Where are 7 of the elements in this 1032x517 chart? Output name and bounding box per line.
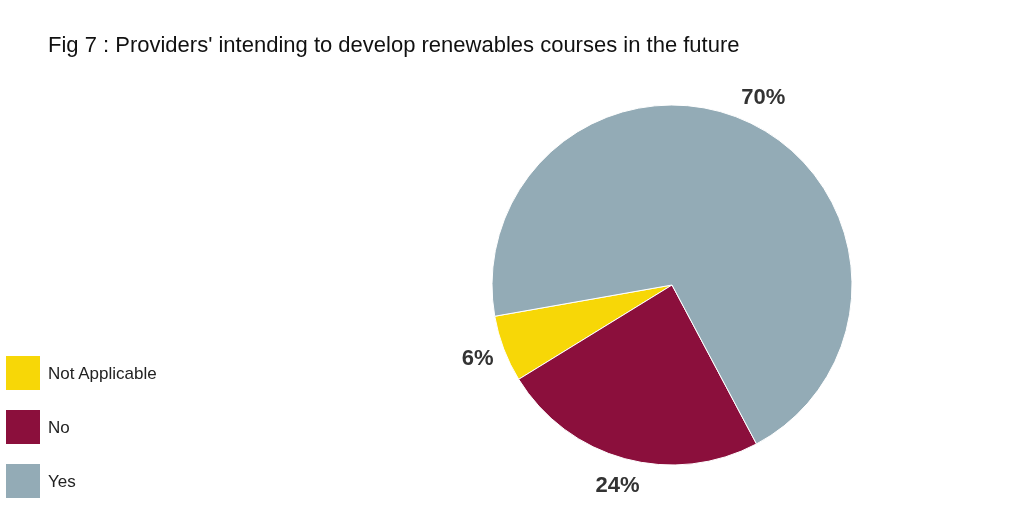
legend-label: Not Applicable [48,364,157,383]
data-label: 70% [741,83,786,109]
data-label: 6% [461,344,494,370]
chart-title: Fig 7 : Providers' intending to develop renewables courses in the future [48,32,740,57]
data-label: 24% [595,471,640,497]
legend-label: No [48,418,70,437]
legend-label: Yes [48,472,76,491]
